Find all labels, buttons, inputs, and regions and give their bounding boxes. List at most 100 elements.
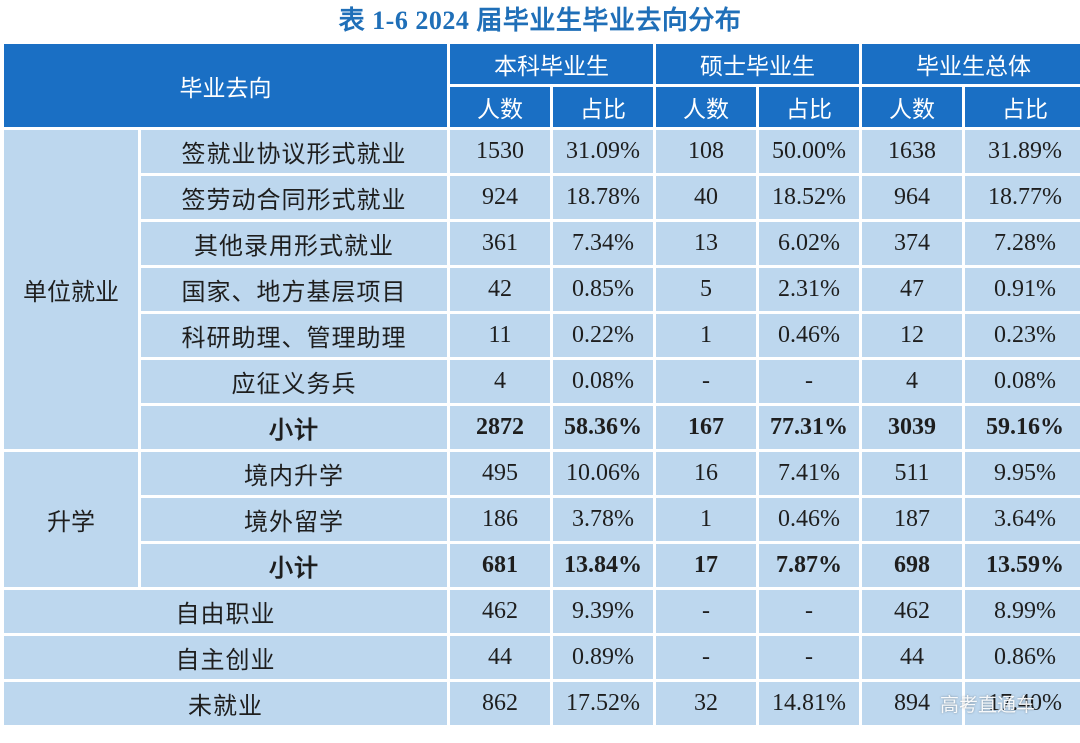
cell-value: 40 — [656, 176, 756, 219]
cell-value: 59.16% — [965, 406, 1080, 449]
cell-value: 361 — [450, 222, 550, 265]
header-group-total: 毕业生总体 — [862, 44, 1080, 84]
cell-value: - — [759, 360, 859, 403]
row-label: 科研助理、管理助理 — [141, 314, 447, 357]
row-label: 应征义务兵 — [141, 360, 447, 403]
cell-value: 13.59% — [965, 544, 1080, 587]
cell-value: 8.99% — [965, 590, 1080, 633]
cell-value: 18.77% — [965, 176, 1080, 219]
cell-value: 0.86% — [965, 636, 1080, 679]
row-label: 境内升学 — [141, 452, 447, 495]
cell-value: 6.02% — [759, 222, 859, 265]
cell-value: 0.46% — [759, 498, 859, 541]
table-row: 自主创业 44 0.89% - - 44 0.86% — [4, 636, 1080, 679]
header-row-groups: 毕业去向 本科毕业生 硕士毕业生 毕业生总体 — [4, 44, 1080, 127]
cell-value: 681 — [450, 544, 550, 587]
cell-value: 58.36% — [553, 406, 653, 449]
cell-value: 7.34% — [553, 222, 653, 265]
cell-value: 31.89% — [965, 130, 1080, 173]
header-category: 毕业去向 — [4, 44, 447, 127]
cell-value: 0.08% — [965, 360, 1080, 403]
cell-value: 14.81% — [759, 682, 859, 725]
cell-value: 862 — [450, 682, 550, 725]
cell-value: 0.23% — [965, 314, 1080, 357]
cell-value: 2872 — [450, 406, 550, 449]
cell-value: - — [656, 360, 756, 403]
cell-value: 17.40% — [965, 682, 1080, 725]
table-row: 国家、地方基层项目 42 0.85% 5 2.31% 47 0.91% — [4, 268, 1080, 311]
row-label: 签劳动合同形式就业 — [141, 176, 447, 219]
cell-value: 0.08% — [553, 360, 653, 403]
cell-value: 1530 — [450, 130, 550, 173]
cell-value: 12 — [862, 314, 962, 357]
cell-value: 16 — [656, 452, 756, 495]
cell-value: - — [759, 636, 859, 679]
cell-value: 4 — [862, 360, 962, 403]
cell-value: 18.78% — [553, 176, 653, 219]
cell-value: 4 — [450, 360, 550, 403]
table-row: 自由职业 462 9.39% - - 462 8.99% — [4, 590, 1080, 633]
cell-value: 187 — [862, 498, 962, 541]
cell-value: 0.89% — [553, 636, 653, 679]
cell-value: - — [656, 590, 756, 633]
subtotal-row: 小计 681 13.84% 17 7.87% 698 13.59% — [4, 544, 1080, 587]
row-label: 境外留学 — [141, 498, 447, 541]
cell-value: 167 — [656, 406, 756, 449]
cell-value: 7.28% — [965, 222, 1080, 265]
graduate-destination-table: 毕业去向 本科毕业生 硕士毕业生 毕业生总体 人数 占比 人数 占比 人数 占比… — [1, 41, 1080, 728]
table-title: 表 1-6 2024 届毕业生毕业去向分布 — [338, 6, 742, 35]
cell-value: 5 — [656, 268, 756, 311]
cell-value: 924 — [450, 176, 550, 219]
row-label: 小计 — [141, 406, 447, 449]
cell-value: 17 — [656, 544, 756, 587]
cell-value: 9.95% — [965, 452, 1080, 495]
cell-value: 374 — [862, 222, 962, 265]
table-row: 签劳动合同形式就业 924 18.78% 40 18.52% 964 18.77… — [4, 176, 1080, 219]
cell-value: 0.22% — [553, 314, 653, 357]
cell-value: 462 — [450, 590, 550, 633]
cell-value: 1 — [656, 498, 756, 541]
cell-value: 3.78% — [553, 498, 653, 541]
group-further-study: 升学 — [4, 452, 138, 587]
cell-value: 50.00% — [759, 130, 859, 173]
header-ratio: 占比 — [965, 87, 1080, 127]
row-label: 签就业协议形式就业 — [141, 130, 447, 173]
row-label: 未就业 — [4, 682, 447, 725]
header-group-undergrad: 本科毕业生 — [450, 44, 653, 84]
cell-value: 2.31% — [759, 268, 859, 311]
cell-value: 32 — [656, 682, 756, 725]
cell-value: 44 — [862, 636, 962, 679]
header-count: 人数 — [656, 87, 756, 127]
cell-value: 3.64% — [965, 498, 1080, 541]
cell-value: 186 — [450, 498, 550, 541]
cell-value: 18.52% — [759, 176, 859, 219]
row-label: 小计 — [141, 544, 447, 587]
header-ratio: 占比 — [553, 87, 653, 127]
header-count: 人数 — [450, 87, 550, 127]
cell-value: 17.52% — [553, 682, 653, 725]
cell-value: 7.41% — [759, 452, 859, 495]
cell-value: 108 — [656, 130, 756, 173]
table-row: 单位就业 签就业协议形式就业 1530 31.09% 108 50.00% 16… — [4, 130, 1080, 449]
table-row: 其他录用形式就业 361 7.34% 13 6.02% 374 7.28% — [4, 222, 1080, 265]
cell-value: 495 — [450, 452, 550, 495]
cell-value: 77.31% — [759, 406, 859, 449]
table-row: 升学 境内升学 495 10.06% 16 7.41% 511 9.95% — [4, 452, 1080, 587]
header-ratio: 占比 — [759, 87, 859, 127]
cell-value: 47 — [862, 268, 962, 311]
cell-value: 0.46% — [759, 314, 859, 357]
table-row: 境外留学 186 3.78% 1 0.46% 187 3.64% — [4, 498, 1080, 541]
row-label: 其他录用形式就业 — [141, 222, 447, 265]
cell-value: 9.39% — [553, 590, 653, 633]
subtotal-row: 小计 2872 58.36% 167 77.31% 3039 59.16% — [4, 406, 1080, 449]
cell-value: 7.87% — [759, 544, 859, 587]
table-row: 科研助理、管理助理 11 0.22% 1 0.46% 12 0.23% — [4, 314, 1080, 357]
cell-value: 11 — [450, 314, 550, 357]
cell-value: 462 — [862, 590, 962, 633]
cell-value: 3039 — [862, 406, 962, 449]
header-group-master: 硕士毕业生 — [656, 44, 859, 84]
group-unit-employment: 单位就业 — [4, 130, 138, 449]
cell-value: 1 — [656, 314, 756, 357]
row-label: 自主创业 — [4, 636, 447, 679]
table-row: 应征义务兵 4 0.08% - - 4 0.08% — [4, 360, 1080, 403]
